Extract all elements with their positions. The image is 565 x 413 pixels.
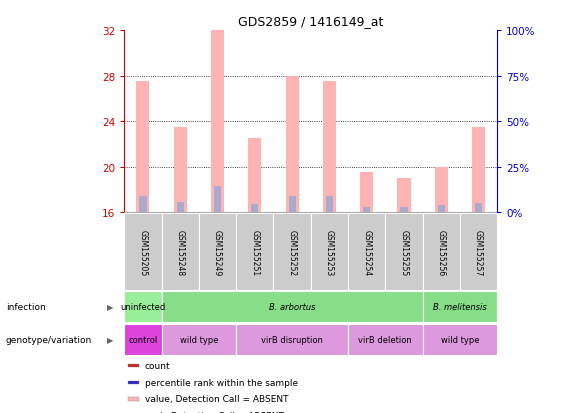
Bar [397, 178, 411, 213]
Bar [162, 214, 199, 290]
Text: percentile rank within the sample: percentile rank within the sample [145, 378, 298, 387]
Bar [472, 128, 485, 213]
Text: GSM155255: GSM155255 [399, 229, 408, 275]
Bar [360, 173, 373, 213]
Text: rank, Detection Call = ABSENT: rank, Detection Call = ABSENT [145, 411, 284, 413]
Bar [199, 214, 236, 290]
Text: B. arbortus: B. arbortus [269, 303, 315, 311]
Text: ▶: ▶ [107, 335, 114, 344]
Text: virB deletion: virB deletion [358, 335, 412, 344]
Bar [214, 187, 221, 213]
Bar [423, 214, 460, 290]
Bar [236, 214, 273, 290]
Text: count: count [145, 361, 171, 370]
Bar [460, 214, 497, 290]
Text: genotype/variation: genotype/variation [6, 335, 92, 344]
Bar [173, 128, 187, 213]
Bar [423, 324, 497, 355]
Bar [124, 324, 162, 355]
Text: control: control [128, 335, 158, 344]
Text: virB disruption: virB disruption [261, 335, 323, 344]
Bar [438, 206, 445, 213]
Text: GSM155251: GSM155251 [250, 229, 259, 275]
Bar [124, 214, 162, 290]
Bar [140, 197, 146, 213]
Text: GSM155257: GSM155257 [474, 229, 483, 275]
Bar [311, 214, 348, 290]
Text: GSM155248: GSM155248 [176, 229, 185, 275]
Text: GSM155252: GSM155252 [288, 229, 297, 275]
Bar [348, 214, 385, 290]
Bar [251, 205, 258, 213]
Bar [323, 82, 336, 213]
Bar [136, 82, 150, 213]
Bar [248, 139, 262, 213]
Bar [401, 207, 407, 213]
Bar [124, 292, 162, 323]
Bar [162, 292, 423, 323]
Bar [128, 381, 139, 384]
Bar [273, 214, 311, 290]
Title: GDS2859 / 1416149_at: GDS2859 / 1416149_at [238, 15, 384, 28]
Bar [289, 197, 295, 213]
Bar [211, 31, 224, 213]
Bar [236, 324, 348, 355]
Text: B. melitensis: B. melitensis [433, 303, 487, 311]
Text: wild type: wild type [441, 335, 479, 344]
Bar [326, 197, 333, 213]
Bar [177, 202, 184, 213]
Bar [285, 76, 299, 213]
Text: uninfected: uninfected [120, 303, 166, 311]
Bar [385, 214, 423, 290]
Text: GSM155249: GSM155249 [213, 229, 222, 275]
Text: ▶: ▶ [107, 303, 114, 311]
Text: GSM155205: GSM155205 [138, 229, 147, 275]
Bar [348, 324, 423, 355]
Text: value, Detection Call = ABSENT: value, Detection Call = ABSENT [145, 394, 288, 404]
Bar [363, 207, 370, 213]
Bar [128, 397, 139, 401]
Text: GSM155256: GSM155256 [437, 229, 446, 275]
Text: GSM155253: GSM155253 [325, 229, 334, 275]
Text: GSM155254: GSM155254 [362, 229, 371, 275]
Bar [162, 324, 236, 355]
Bar [434, 167, 448, 213]
Bar [475, 204, 482, 213]
Bar [128, 364, 139, 368]
Text: infection: infection [6, 303, 45, 311]
Text: wild type: wild type [180, 335, 218, 344]
Bar [423, 292, 497, 323]
